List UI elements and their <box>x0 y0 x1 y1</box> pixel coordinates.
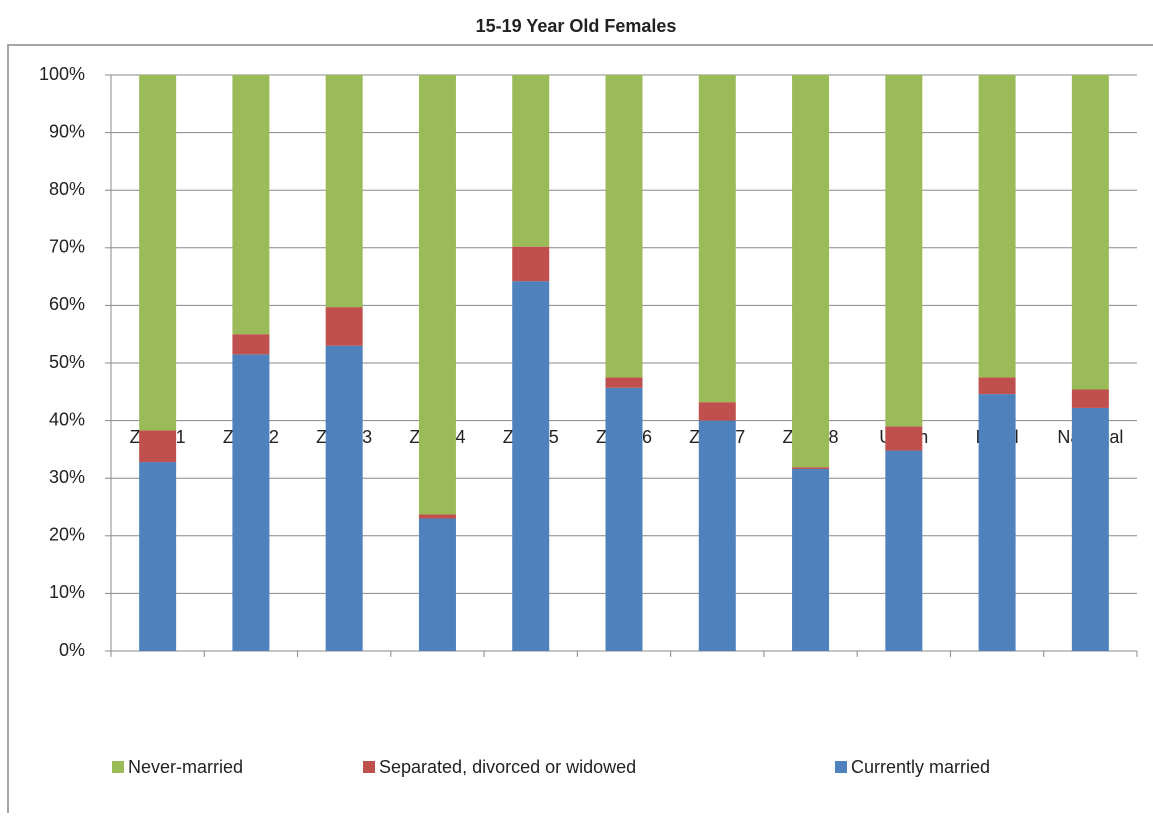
bar-segment <box>1071 389 1109 408</box>
y-tick-label: 60% <box>49 294 85 314</box>
y-tick-label: 0% <box>59 640 85 660</box>
bar-segment <box>885 450 923 651</box>
y-tick-label: 80% <box>49 179 85 199</box>
y-tick-label: 70% <box>49 237 85 257</box>
chart-border <box>7 44 1153 818</box>
bar-segment <box>978 75 1016 378</box>
bar-segment <box>698 75 736 403</box>
legend-label: Currently married <box>851 757 990 777</box>
bar-segment <box>325 75 363 308</box>
bar-segment <box>418 514 456 519</box>
bar-segment <box>885 75 923 427</box>
legend-label: Never-married <box>128 757 243 777</box>
bar-segment <box>139 75 177 431</box>
y-tick-label: 30% <box>49 467 85 487</box>
bar-segment <box>418 75 456 515</box>
bar-segment <box>792 75 830 468</box>
bar-segment <box>512 75 550 247</box>
bar-segment <box>885 426 923 451</box>
legend-label: Separated, divorced or widowed <box>379 757 636 777</box>
bar-segment <box>698 402 736 421</box>
bar-segment <box>698 420 736 651</box>
y-tick-label: 10% <box>49 582 85 602</box>
legend-swatch <box>835 761 847 773</box>
y-tick-label: 50% <box>49 352 85 372</box>
bar-segment <box>1071 75 1109 390</box>
bar-segment <box>139 462 177 651</box>
bar-segment <box>232 75 270 335</box>
y-tick-label: 20% <box>49 525 85 545</box>
bar-segment <box>325 307 363 346</box>
bar-segment <box>605 377 643 388</box>
bar-segment <box>232 334 270 355</box>
bar-segment <box>512 281 550 651</box>
bar-segment <box>1071 407 1109 651</box>
bar-segment <box>232 354 270 651</box>
chart-title: 15-19 Year Old Females <box>476 16 677 36</box>
y-tick-label: 40% <box>49 409 85 429</box>
legend-swatch <box>363 761 375 773</box>
bar-segment <box>605 387 643 651</box>
y-tick-label: 90% <box>49 121 85 141</box>
bar-segment <box>512 246 550 282</box>
bar-segment <box>139 430 177 463</box>
bar-segment <box>792 467 830 469</box>
bar-segment <box>792 468 830 651</box>
bar-segment <box>605 75 643 378</box>
bar-segment <box>325 345 363 651</box>
bar-segment <box>978 394 1016 651</box>
bar-segment <box>978 377 1016 395</box>
y-tick-label: 100% <box>39 64 85 84</box>
legend-swatch <box>112 761 124 773</box>
bar-segment <box>418 518 456 651</box>
